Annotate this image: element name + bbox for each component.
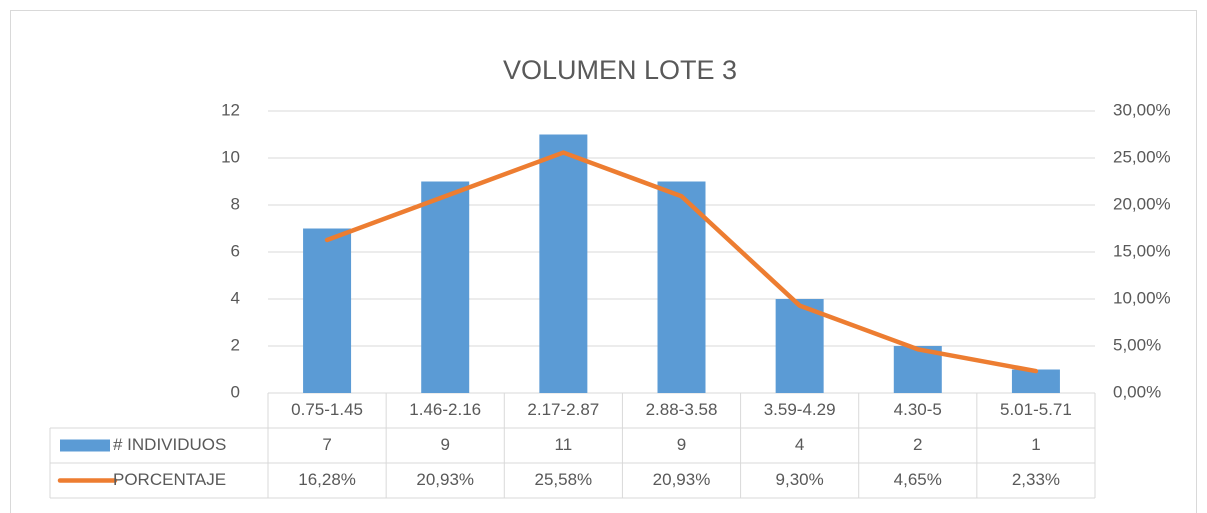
- x-tick-label: 4.30-5: [894, 400, 942, 419]
- bar: [775, 299, 824, 393]
- y-tick-label: 10: [221, 147, 240, 166]
- legend-label: PORCENTAJE: [113, 470, 226, 489]
- table-value: 25,58%: [535, 470, 593, 489]
- x-tick-label: 1.46-2.16: [409, 400, 481, 419]
- y-tick-label: 2: [231, 335, 240, 354]
- table-value: 7: [322, 435, 331, 454]
- y2-tick-label: 25,00%: [1113, 147, 1171, 166]
- y-tick-label: 4: [231, 288, 240, 307]
- y2-tick-label: 10,00%: [1113, 288, 1171, 307]
- table-value: 4: [795, 435, 804, 454]
- legend-swatch: [60, 439, 110, 452]
- table-value: 2: [913, 435, 922, 454]
- y-tick-label: 0: [231, 382, 240, 401]
- y2-tick-label: 5,00%: [1113, 335, 1161, 354]
- x-tick-label: 5.01-5.71: [1000, 400, 1072, 419]
- x-tick-label: 3.59-4.29: [764, 400, 836, 419]
- table-value: 9: [677, 435, 686, 454]
- bar: [539, 134, 588, 393]
- bar: [303, 228, 352, 393]
- table-value: 9,30%: [776, 470, 824, 489]
- y-tick-label: 12: [221, 100, 240, 119]
- table-value: 20,93%: [416, 470, 474, 489]
- y-tick-label: 8: [231, 194, 240, 213]
- table-value: 4,65%: [894, 470, 942, 489]
- y2-tick-label: 15,00%: [1113, 241, 1171, 260]
- chart-title: VOLUMEN LOTE 3: [503, 55, 737, 85]
- table-value: 2,33%: [1012, 470, 1060, 489]
- x-tick-label: 2.17-2.87: [527, 400, 599, 419]
- chart-frame: [10, 10, 1197, 513]
- table-value: 9: [440, 435, 449, 454]
- x-tick-label: 0.75-1.45: [291, 400, 363, 419]
- y-tick-label: 6: [231, 241, 240, 260]
- y2-tick-label: 30,00%: [1113, 100, 1171, 119]
- line: [324, 150, 1039, 374]
- table-value: 20,93%: [653, 470, 711, 489]
- y2-tick-label: 20,00%: [1113, 194, 1171, 213]
- bar: [657, 181, 706, 393]
- y2-tick-label: 0,00%: [1113, 382, 1161, 401]
- table-value: 1: [1031, 435, 1040, 454]
- table-value: 16,28%: [298, 470, 356, 489]
- legend-label: # INDIVIDUOS: [113, 435, 226, 454]
- bar: [1011, 369, 1060, 393]
- bar: [421, 181, 470, 393]
- table-value: 11: [555, 435, 573, 454]
- x-tick-label: 2.88-3.58: [646, 400, 718, 419]
